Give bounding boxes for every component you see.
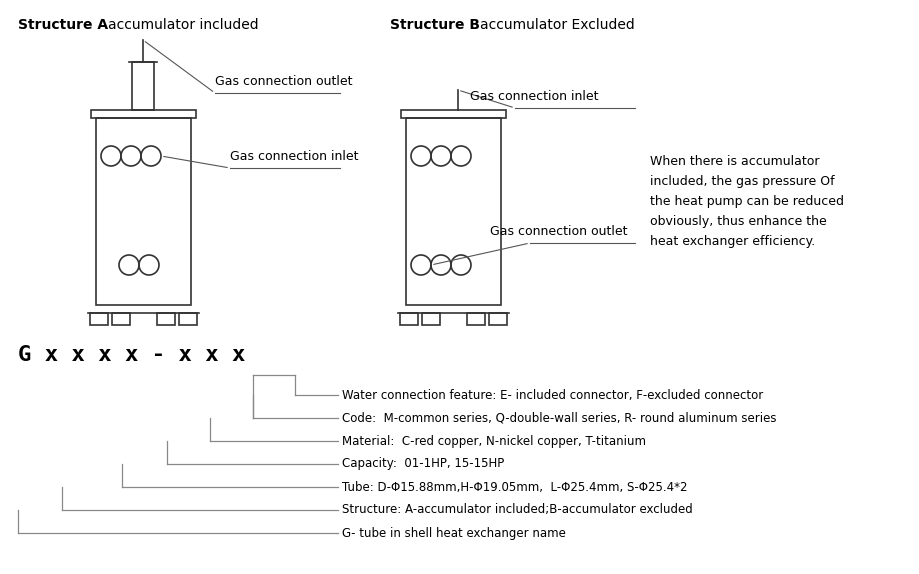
Bar	[90, 110, 196, 118]
Text: Gas connection outlet: Gas connection outlet	[490, 225, 628, 238]
Bar	[89, 313, 108, 325]
Text: accumulator Excluded: accumulator Excluded	[480, 18, 635, 32]
Text: Structure: A-accumulator included;B-accumulator excluded: Structure: A-accumulator included;B-accu…	[342, 503, 693, 517]
Bar	[400, 313, 417, 325]
Text: Tube: D-Φ15.88mm,H-Φ19.05mm,  L-Φ25.4mm, S-Φ25.4*2: Tube: D-Φ15.88mm,H-Φ19.05mm, L-Φ25.4mm, …	[342, 480, 687, 494]
Bar	[422, 313, 439, 325]
Text: Gas connection outlet: Gas connection outlet	[215, 75, 353, 88]
Text: G- tube in shell heat exchanger name: G- tube in shell heat exchanger name	[342, 526, 566, 540]
Text: Capacity:  01-1HP, 15-15HP: Capacity: 01-1HP, 15-15HP	[342, 457, 505, 471]
Bar	[96, 118, 190, 305]
Bar	[111, 313, 130, 325]
Text: Structure A: Structure A	[18, 18, 108, 32]
Bar	[178, 313, 197, 325]
Text: Gas connection inlet: Gas connection inlet	[230, 150, 358, 163]
Bar	[489, 313, 506, 325]
Text: G x x x x - x x x: G x x x x - x x x	[18, 345, 245, 365]
Bar	[467, 313, 484, 325]
Bar	[132, 62, 154, 110]
Text: Structure B: Structure B	[390, 18, 480, 32]
Bar	[401, 110, 505, 118]
Bar	[156, 313, 175, 325]
Bar	[405, 118, 501, 305]
Text: Code:  M-common series, Q-double-wall series, R- round aluminum series: Code: M-common series, Q-double-wall ser…	[342, 412, 777, 425]
Text: Gas connection inlet: Gas connection inlet	[470, 90, 598, 103]
Text: accumulator included: accumulator included	[108, 18, 258, 32]
Text: When there is accumulator
included, the gas pressure Of
the heat pump can be red: When there is accumulator included, the …	[650, 155, 844, 248]
Text: Water connection feature: E- included connector, F-excluded connector: Water connection feature: E- included co…	[342, 389, 764, 401]
Text: Material:  C-red copper, N-nickel copper, T-titanium: Material: C-red copper, N-nickel copper,…	[342, 435, 646, 448]
